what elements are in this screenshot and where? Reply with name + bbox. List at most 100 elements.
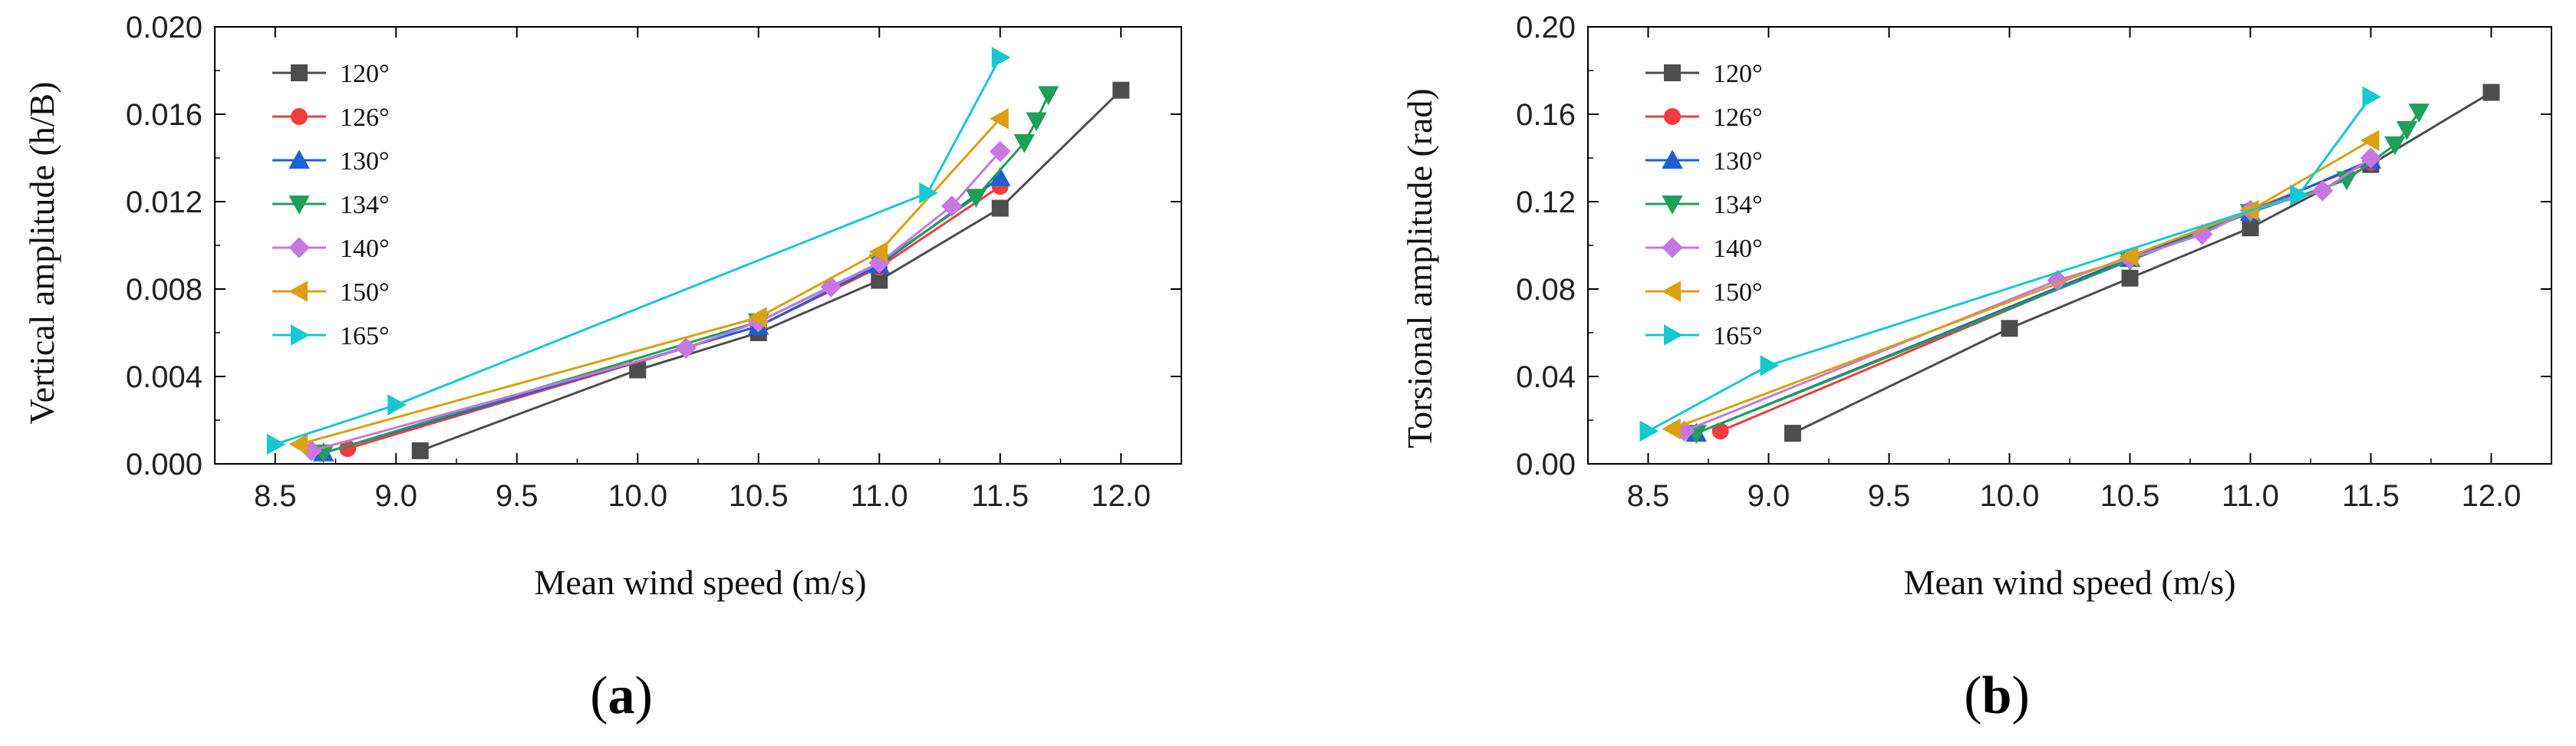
legend-item: 165° (272, 322, 390, 350)
data-point (2290, 184, 2310, 206)
x-tick-label: 11.5 (971, 479, 1029, 513)
series-line (323, 94, 1050, 455)
y-axis-label: Torsional amplitude (rad) (1400, 88, 1439, 448)
legend-label: 150° (340, 278, 390, 307)
panel-caption-b: (b) (1964, 666, 2030, 725)
legend-label: 165° (340, 322, 390, 350)
x-tick-label: 9.5 (496, 479, 539, 513)
y-tick-label: 0.20 (1516, 11, 1576, 44)
legend-label: 120° (340, 60, 390, 88)
x-tick-label: 12.0 (1091, 479, 1151, 513)
legend-marker (291, 108, 308, 125)
data-point (288, 433, 308, 455)
data-point (868, 241, 888, 263)
x-axis-label: Mean wind speed (m/s) (534, 563, 866, 602)
legend-marker (1662, 237, 1683, 258)
series-165-deg (266, 47, 1011, 455)
legend-label: 120° (1713, 60, 1763, 88)
legend-marker (1664, 108, 1681, 125)
data-point (991, 47, 1011, 68)
legend-label: 140° (1713, 235, 1763, 263)
series-165-deg (1639, 86, 2382, 442)
legend-label: 140° (340, 235, 390, 263)
data-point (2242, 219, 2259, 237)
series-line (298, 117, 1001, 445)
legend-item: 130° (272, 147, 390, 176)
data-point (2311, 180, 2334, 202)
legend: 120° 126° 130° 134° 140° 150° 165° (1645, 60, 1763, 350)
y-tick-label: 0.004 (126, 360, 203, 394)
y-tick-label: 0.12 (1516, 186, 1576, 219)
legend-marker (1662, 281, 1681, 302)
chart-panel-b: Torsional amplitude (rad) Mean wind spee… (1400, 11, 2552, 725)
legend: 120° 126° 130° 134° 140° 150° 165° (272, 60, 390, 350)
x-axis-label: Mean wind speed (m/s) (1903, 563, 2235, 602)
x-tick-label: 12.0 (2462, 479, 2522, 513)
y-tick-label: 0.012 (126, 186, 203, 219)
legend-label: 126° (1713, 104, 1763, 132)
y-tick-label: 0.16 (1516, 98, 1576, 132)
data-point (965, 189, 987, 209)
data-point (2001, 320, 2018, 337)
y-tick-label: 0.016 (126, 98, 203, 132)
data-point (871, 271, 888, 289)
data-point (2408, 104, 2430, 123)
legend-marker (288, 237, 310, 258)
series-line (323, 176, 1001, 455)
data-point (1760, 355, 1780, 376)
y-tick-label: 0.020 (126, 11, 203, 44)
legend-label: 134° (340, 191, 390, 219)
y-axis-label: Vertical amplitude (h/B) (22, 81, 61, 424)
x-tick-label: 9.0 (1748, 479, 1790, 513)
data-point (1639, 420, 1659, 442)
chart-panel-a: Vertical amplitude (h/B) Mean wind speed… (22, 11, 1182, 725)
legend-marker (1662, 196, 1683, 215)
y-tick-label: 0.008 (126, 273, 203, 307)
data-point (1662, 418, 1681, 440)
data-point (675, 337, 697, 359)
data-point (748, 307, 767, 328)
y-tick-label: 0.08 (1516, 273, 1576, 307)
legend-item: 134° (1645, 191, 1763, 219)
legend-label: 126° (340, 104, 390, 132)
legend-marker (291, 324, 310, 346)
legend-label: 130° (1713, 147, 1763, 176)
data-point (2360, 147, 2382, 169)
data-point (2360, 130, 2380, 151)
legend-item: 126° (1645, 104, 1763, 132)
x-tick-label: 10.0 (1980, 479, 2040, 513)
data-point (990, 107, 1009, 130)
series-150-deg (288, 107, 1009, 455)
x-tick-label: 9.0 (374, 479, 417, 513)
legend-item: 134° (272, 191, 390, 219)
legend-item: 140° (272, 235, 390, 263)
data-point (266, 433, 286, 455)
x-tick-label: 11.5 (2342, 479, 2400, 513)
data-point (990, 166, 1011, 186)
data-point (991, 199, 1009, 217)
x-tick-label: 10.0 (608, 479, 667, 513)
legend-item: 150° (272, 278, 390, 307)
y-tick-label: 0.04 (1516, 360, 1576, 394)
x-tick-label: 8.5 (1627, 479, 1670, 513)
legend-marker (291, 64, 308, 81)
data-point (411, 442, 429, 459)
legend-label: 165° (1713, 322, 1763, 350)
legend-marker (288, 196, 310, 215)
legend-marker (1664, 324, 1683, 346)
data-point (2191, 224, 2213, 245)
data-point (2482, 84, 2500, 101)
data-point (2396, 120, 2418, 140)
x-tick-label: 9.5 (1868, 479, 1911, 513)
data-point (2362, 86, 2382, 107)
series-line (1792, 91, 2492, 435)
x-tick-label: 8.5 (254, 479, 297, 513)
panel-caption-a: (a) (590, 666, 653, 725)
x-tick-label: 11.0 (2222, 479, 2279, 513)
data-point (990, 140, 1011, 163)
data-point (1711, 422, 1729, 440)
legend-item: 120° (1645, 60, 1763, 88)
series-130-deg (1685, 150, 2382, 442)
x-tick-label: 11.0 (851, 479, 908, 513)
